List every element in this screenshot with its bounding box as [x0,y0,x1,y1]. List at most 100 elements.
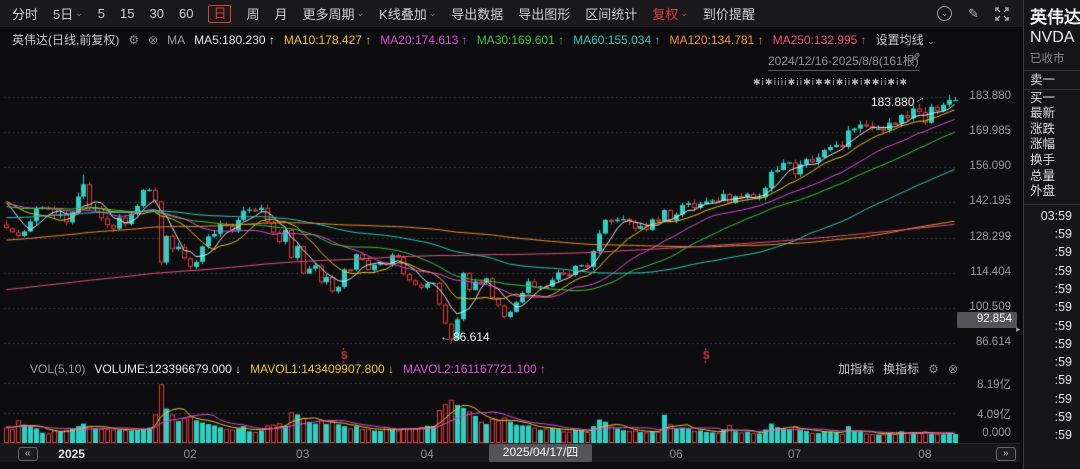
vol-value-MAVOL1: MAVOL1:143409907.800 ↓ [250,361,395,376]
toolbar-item-导出图形[interactable]: 导出图形 [518,7,571,22]
toolbar-item-5[interactable]: 5 [97,6,106,21]
date-tick-06: 06 [669,447,683,461]
quote-row-买一: 买一 [1030,90,1056,105]
tick-time: :59 [1054,391,1072,406]
toolbar-item-60[interactable]: 60 [178,6,194,21]
price-axis-label: 114.404 [970,265,1011,278]
toolbar-item-K线叠加[interactable]: K线叠加 ⌄ [379,7,437,22]
add-indicator-button[interactable]: 加指标 [838,362,875,376]
volume-axis-label: 0.000 [982,427,1011,439]
date-tick-03: 03 [296,447,310,461]
stock-name: 英伟达 [1030,8,1080,27]
ma-label: MA [167,32,186,47]
ma-value-MA120: MA120:134.781 ↑ [669,32,764,47]
date-tick-04: 04 [420,447,434,461]
chevron-down-icon: ⌄ [680,8,688,18]
ma-value-MA60: MA60:155.034 ↑ [573,32,661,47]
volume-axis-label: 4.09亿 [977,409,1011,421]
low-arrow-icon: ← [438,328,454,346]
tick-time: :59 [1054,227,1072,242]
ma-value-MA30: MA30:169.601 ↑ [476,32,565,47]
toolbar-icons: ⌄ ✎ [937,6,1009,22]
tick-time: :59 [1054,263,1072,278]
vol-gear-icon[interactable]: ⚙ [928,361,939,376]
price-axis-label: 100.509 [969,300,1011,313]
quote-row-总量: 总量 [1030,168,1056,183]
vol-close-icon[interactable]: ⊗ [947,361,958,376]
quote-row-涨跌: 涨跌 [1030,121,1056,136]
date-tick-02: 02 [183,447,197,461]
date-tick-2025: 2025 [58,447,85,461]
price-axis-label: 169.985 [969,125,1011,138]
divider [1024,203,1080,205]
stock-code: NVDA [1030,29,1075,46]
quote-row-最新: 最新 [1030,106,1056,121]
tick-time: :59 [1054,355,1072,370]
candlestick-chart[interactable] [0,50,1020,443]
fullscreen-icon[interactable] [995,6,1009,21]
collapse-chevron-icon[interactable]: ⌄ [937,6,953,21]
tick-time: :59 [1054,373,1072,388]
low-price-annotation: ← 86.614 [438,328,490,346]
quote-row-换手: 换手 [1030,152,1056,167]
ma-value-MA10: MA10:178.427 ↑ [283,32,372,47]
toolbar-item-复权[interactable]: 复权 ⌄ [652,7,688,22]
tick-time: :59 [1054,300,1072,315]
toolbar-item-周[interactable]: 周 [246,7,260,22]
vol-value-VOLUME: VOLUME:123396679.000 ↓ [94,361,242,376]
price-axis-label: 86.614 [975,336,1011,348]
date-axis: « 2025 02 03 04 06 07 08 2025/04/17/四 » [0,443,1020,462]
divider [1024,70,1080,71]
tick-time: :59 [1054,318,1072,333]
date-range-label: 2024/12/16-2025/8/8(161根) [768,52,919,71]
toolbar-item-30[interactable]: 30 [149,6,164,21]
quote-row-卖一: 卖一 [1024,73,1080,90]
toolbar-item-更多周期[interactable]: 更多周期 ⌄ [302,7,365,22]
range-pin-icon[interactable]: ✎ [908,51,923,63]
toolbar-item-月[interactable]: 月 [274,7,288,22]
chevron-down-icon: ⌄ [75,8,83,18]
toolbar-item-日[interactable]: 日 [208,4,232,23]
panel-collapse-handle[interactable]: ▸ [1016,324,1021,334]
toolbar-item-分时[interactable]: 分时 [12,7,39,22]
ma-values: MA5:180.230 ↑ MA10:178.427 ↑ MA20:174.613 … [194,33,867,47]
crosshair-date-tag: 2025/04/17/四 [489,444,592,462]
crosshair-price-tag: 92.854 [957,312,1017,328]
toolbar-item-导出数据[interactable]: 导出数据 [451,7,504,22]
event-markers-row: ✱ⅰ✱ⅰⅰⅰⅰ✱ⅰⅰ✱ⅰ✱✱ⅰ✱ⅰⅰ✱ⅰ✱✱ⅰⅰ✱ⅰ✱ [753,77,908,87]
ma-value-MA250: MA250:132.995 ↑ [772,32,867,47]
volume-indicator-bar: VOL(5,10) VOLUME:123396679.000 ↓ MAVOL1:1… [0,360,1020,377]
ma-indicator-bar: 英伟达(日线,前复权) ⚙ ⊗ MA MA5:180.230 ↑ MA10:178… [0,29,1023,50]
volume-axis-label: 8.19亿 [977,379,1011,391]
toolbar-item-5日[interactable]: 5日 ⌄ [53,7,83,22]
vol-label: VOL(5,10) [30,361,86,376]
chart-title: 英伟达(日线,前复权) [12,33,120,47]
tick-time: :59 [1054,428,1072,443]
tick-time: :59 [1054,281,1072,296]
chevron-down-icon: ⌄ [428,8,437,18]
scroll-left-button[interactable]: « [18,447,38,461]
ma-gear-icon[interactable]: ⚙ [128,32,140,47]
tick-times: 03:59:59:59:59:59:59:59:59:59:59:59:59:5… [1030,207,1080,445]
high-price-annotation: 183.880 → [871,89,928,109]
toolbar-item-到价提醒[interactable]: 到价提醒 [702,7,755,22]
price-axis-label: 183.880 [969,90,1011,102]
toolbar-item-15[interactable]: 15 [120,6,135,21]
draw-pen-icon[interactable]: ✎ [968,5,979,21]
tick-time: :59 [1054,410,1072,425]
vol-values: VOLUME:123396679.000 ↓ MAVOL1:143409907.8… [94,362,546,376]
ma-settings-button[interactable]: 设置均线 ⌄ [875,33,935,47]
chevron-down-icon: ⌄ [356,8,365,18]
toolbar-item-区间统计[interactable]: 区间统计 [585,7,638,22]
tick-time: :59 [1054,245,1072,260]
switch-indicator-button[interactable]: 换指标 [883,362,920,376]
quote-row-涨幅: 涨幅 [1030,137,1056,152]
vol-actions: 加指标 换指标 ⚙ ⊗ [838,360,958,377]
price-axis-label: 142.195 [969,195,1011,208]
ma-value-MA5: MA5:180.230 ↑ [194,32,275,47]
vol-value-MAVOL2: MAVOL2:161167721.100 ↑ [403,361,547,376]
tick-time: 03:59 [1040,208,1072,223]
scroll-right-button[interactable]: » [996,447,1016,461]
ma-close-icon[interactable]: ⊗ [148,32,159,47]
